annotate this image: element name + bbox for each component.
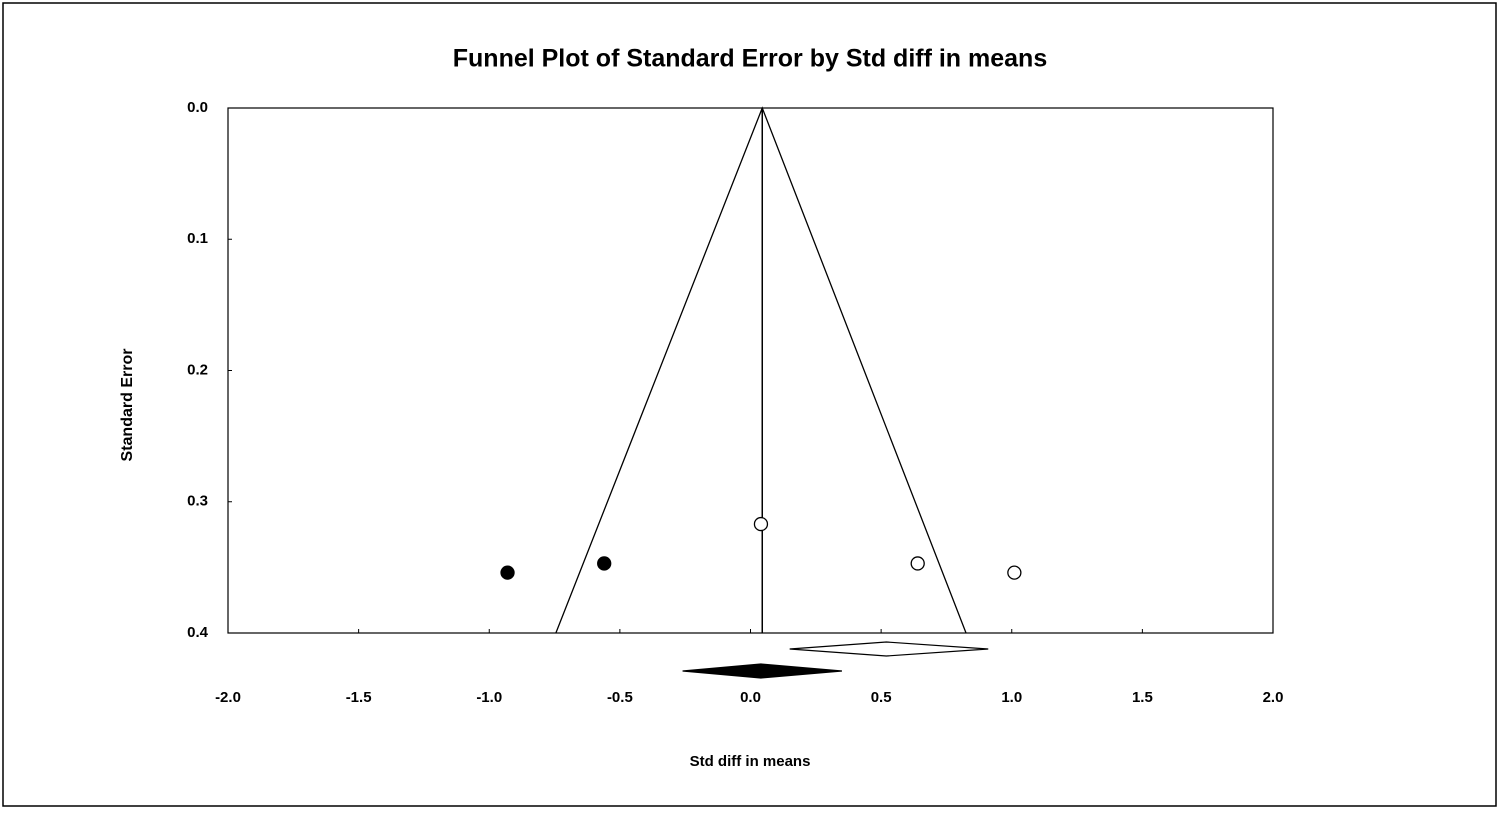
summary-diamond (682, 663, 842, 679)
summary-diamond (789, 641, 989, 657)
x-tick-label: -2.0 (215, 689, 241, 706)
study-point (500, 565, 515, 580)
study-point (1007, 565, 1022, 580)
x-tick-label: 2.0 (1263, 689, 1284, 706)
x-tick-label: 1.5 (1132, 689, 1153, 706)
x-tick-label: 0.0 (740, 689, 761, 706)
x-tick-label: 1.0 (1001, 689, 1022, 706)
y-tick-label: 0.4 (187, 624, 209, 641)
y-axis-label: Standard Error (119, 349, 136, 462)
chart-title: Funnel Plot of Standard Error by Std dif… (453, 45, 1047, 73)
y-tick-label: 0.1 (187, 230, 208, 247)
y-tick-label: 0.0 (187, 99, 208, 116)
x-tick-label: -1.0 (476, 689, 502, 706)
x-tick-label: -1.5 (346, 689, 372, 706)
y-tick-label: 0.3 (187, 493, 208, 510)
x-tick-label: 0.5 (871, 689, 892, 706)
study-point (910, 556, 925, 571)
study-point (753, 516, 769, 532)
x-tick-label: -0.5 (607, 689, 633, 706)
y-tick-label: 0.2 (187, 361, 208, 378)
x-axis-label: Std diff in means (690, 753, 811, 770)
study-point (597, 556, 612, 571)
